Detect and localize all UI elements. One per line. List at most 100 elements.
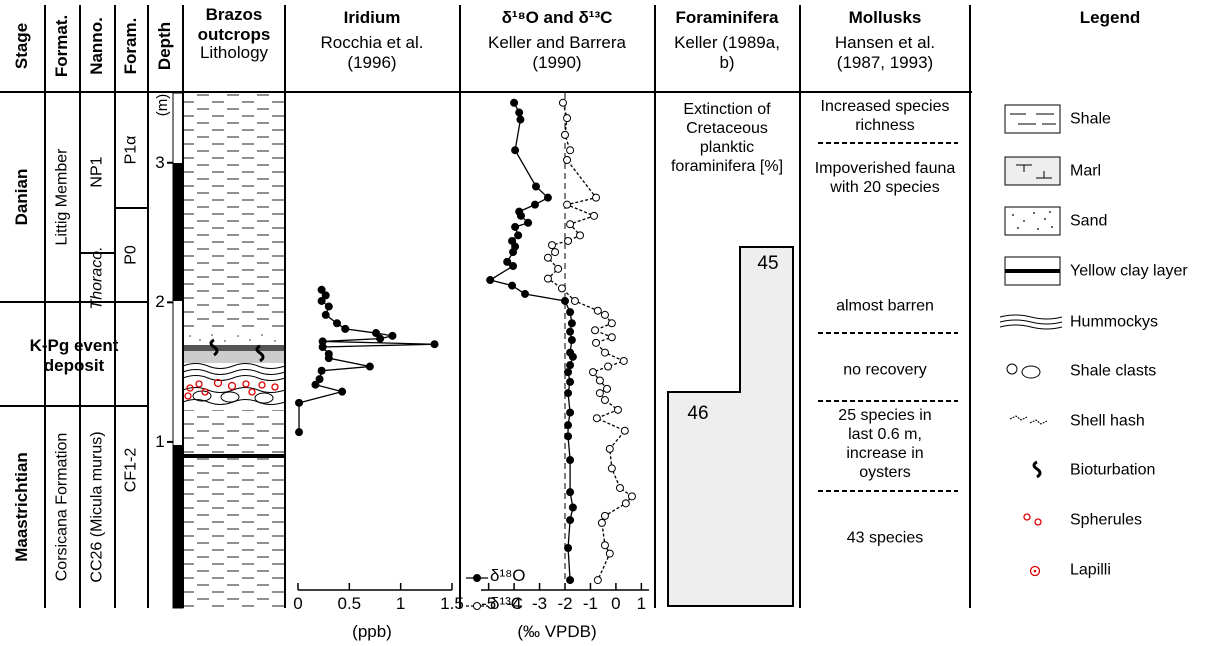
chart-subtitle: Rocchia et al. (1996) [320, 33, 424, 72]
marl-band [183, 351, 285, 363]
legend-label: δ¹⁸O [490, 566, 526, 585]
data-point [605, 549, 614, 558]
formation-label: Corsicana Formation [53, 432, 71, 582]
legend-label: Shale clasts [1070, 362, 1157, 380]
data-point [603, 384, 611, 393]
column-header: Legend [1079, 8, 1141, 27]
legend-label: Bioturbation [1070, 461, 1156, 479]
x-axis-label: (ppb) [352, 622, 392, 641]
foram-extinction-box [667, 246, 794, 607]
data-point [324, 354, 333, 363]
data-point [509, 262, 518, 271]
legend-label: Yellow clay layer [1070, 262, 1188, 280]
data-point [521, 289, 530, 298]
column-header: Foram. [121, 17, 140, 75]
data-point [627, 492, 636, 501]
dark-band [183, 345, 285, 351]
column-header: Foraminifera [675, 8, 779, 27]
stage-label: Maastrichtian [12, 452, 31, 562]
column-header: Nanno. [87, 17, 106, 75]
data-point [295, 428, 304, 437]
data-point [564, 432, 573, 441]
data-point [514, 231, 523, 240]
chart-subtitle: Keller and Barrera (1990) [488, 33, 626, 72]
data-point [592, 193, 601, 202]
data-point [311, 380, 320, 389]
depth-bar-black [173, 163, 183, 301]
sand-layer [189, 334, 276, 342]
data-point [543, 253, 552, 262]
data-point [548, 241, 557, 250]
data-point [554, 264, 563, 273]
data-point [615, 483, 624, 492]
x-tick-label: 1 [636, 594, 647, 613]
stage-label: Danian [12, 168, 31, 226]
data-point [321, 310, 330, 319]
data-point [600, 396, 609, 405]
data-point [563, 200, 572, 209]
data-point [324, 302, 333, 311]
legend-label: Lapilli [1070, 561, 1111, 579]
legend-label: Hummockys [1070, 313, 1159, 331]
data-point [317, 366, 326, 375]
data-point [597, 518, 606, 527]
mollusk-separators [818, 142, 958, 492]
data-point [372, 329, 381, 338]
data-point [333, 319, 342, 328]
series-line [546, 102, 633, 581]
data-point [376, 334, 385, 343]
data-point [295, 398, 304, 407]
spherules [184, 378, 279, 400]
data-point [564, 421, 573, 430]
data-point [607, 464, 616, 473]
data-point [566, 327, 575, 336]
x-tick-label: 0.5 [337, 594, 362, 613]
legend-label: Shell hash [1070, 412, 1145, 430]
data-point [516, 211, 525, 220]
x-tick-label: -2 [557, 594, 573, 613]
data-point [600, 511, 609, 520]
data-point [511, 146, 520, 155]
data-point [593, 576, 602, 585]
data-point [503, 257, 512, 266]
series-line [488, 102, 574, 581]
data-point [486, 276, 495, 285]
data-point [508, 281, 517, 290]
data-point [595, 389, 604, 398]
data-point [566, 516, 575, 525]
depth-tick-label: 2 [155, 292, 165, 312]
data-point [600, 541, 609, 550]
data-point [604, 362, 613, 371]
column-header: Depth [155, 21, 174, 71]
legend-label: δ¹³C [490, 594, 524, 613]
data-point [566, 576, 575, 585]
data-point [561, 130, 569, 139]
column-header: Mollusks [848, 8, 922, 27]
foram-value: 45 [757, 253, 779, 274]
data-point [564, 236, 573, 245]
data-point [607, 333, 616, 342]
foram-zone: CF1-2 [122, 447, 140, 493]
chart-title: Iridium [343, 8, 401, 27]
data-point [338, 387, 347, 396]
nanno-zone: Thoraco. [88, 246, 106, 310]
data-point [558, 98, 567, 107]
frame [0, 5, 972, 608]
data-point [557, 284, 566, 293]
mollusk-note: 43 species [846, 529, 924, 547]
data-point [511, 222, 520, 231]
data-point [567, 319, 576, 328]
foram-value: 46 [687, 403, 709, 424]
data-point [589, 368, 597, 377]
x-tick-label: 0 [293, 594, 303, 613]
mollusk-note: almost barren [836, 297, 934, 315]
column-subheader: Lithology [199, 43, 269, 62]
data-point [593, 306, 602, 315]
data-point [595, 376, 604, 385]
data-point [619, 356, 628, 365]
data-point [621, 499, 630, 508]
mollusk-note: 25 species in last 0.6 m, increase in oy… [838, 407, 932, 481]
data-point [566, 408, 575, 417]
data-point [590, 211, 599, 220]
